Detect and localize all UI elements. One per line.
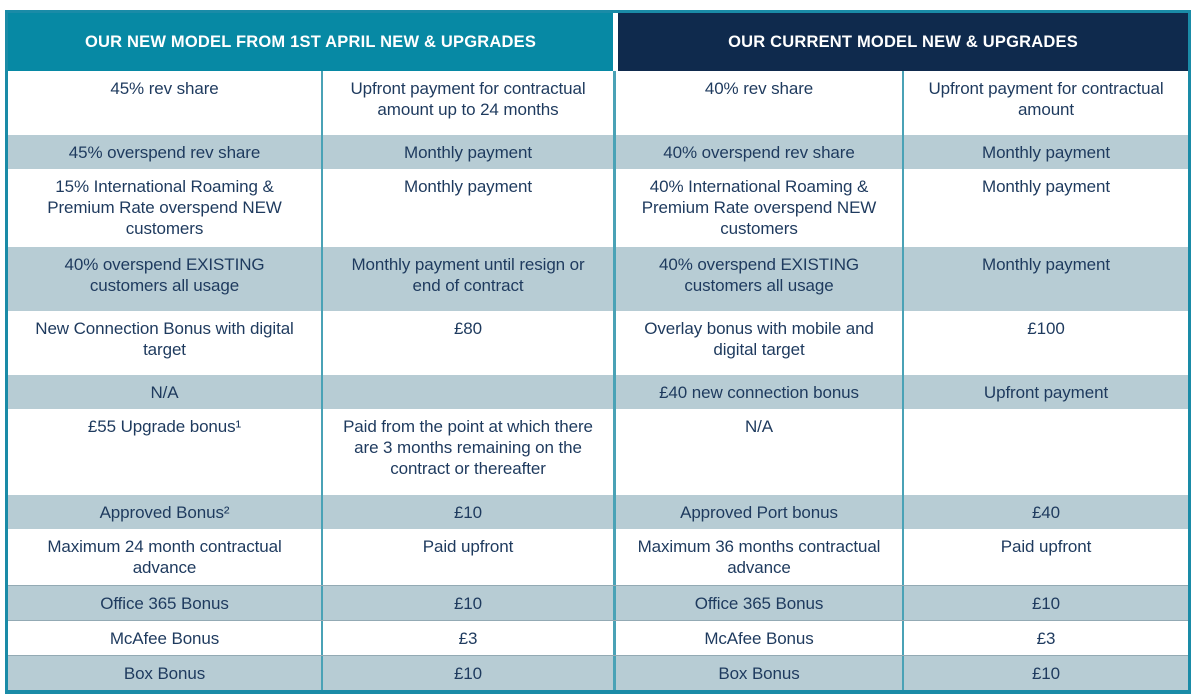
table-cell-current-model-payment: £3 bbox=[1036, 629, 1056, 648]
table-cell-new-model-payment: Upfront payment for contractual amount u… bbox=[323, 71, 616, 135]
table-cell-new-model-payment: Monthly payment bbox=[323, 169, 616, 247]
table-cell-current-model-payment: £40 bbox=[1031, 503, 1061, 522]
table-cell-current-model-payment: Monthly payment bbox=[982, 143, 1110, 162]
table-cell-new-model-item: Maximum 24 month contractual advance bbox=[8, 529, 323, 585]
table-cell-current-model-payment: Monthly payment bbox=[982, 177, 1110, 196]
table-cell-new-model-item: New Connection Bonus with digital target bbox=[8, 311, 323, 375]
table-row: 15% International Roaming & Premium Rate… bbox=[8, 169, 1188, 247]
table-row: 40% overspend EXISTING customers all usa… bbox=[8, 247, 1188, 311]
table-row: Approved Bonus² £10 Approved Port bonus … bbox=[8, 495, 1188, 529]
table-row: New Connection Bonus with digital target… bbox=[8, 311, 1188, 375]
table-cell-new-model-payment bbox=[323, 375, 616, 409]
table-cell-current-model-payment: £10 bbox=[1031, 594, 1061, 613]
table-cell-new-model-item: Office 365 Bonus bbox=[8, 586, 323, 620]
table-cell-current-model-payment: £100 bbox=[1027, 319, 1065, 338]
table-cell-current-model-item: £40 new connection bonus bbox=[616, 375, 904, 409]
table-cell-current-model-payment: £10 bbox=[1031, 664, 1061, 683]
table-cell-current-model-item: N/A bbox=[616, 409, 904, 495]
table-cell-current-model-item: 40% rev share bbox=[616, 71, 904, 135]
table-cell-new-model-payment: £80 bbox=[323, 311, 616, 375]
table-cell-current-model-payment: Monthly payment bbox=[982, 255, 1110, 274]
table-row: 45% overspend rev share Monthly payment … bbox=[8, 135, 1188, 169]
table-cell-current-model-item: 40% overspend rev share bbox=[616, 135, 904, 169]
table-cell-new-model-payment: £10 bbox=[323, 656, 616, 690]
table-cell-current-model-item: Overlay bonus with mobile and digital ta… bbox=[616, 311, 904, 375]
table-row: N/A £40 new connection bonus Upfront pay… bbox=[8, 375, 1188, 409]
table-body: 45% rev share Upfront payment for contra… bbox=[8, 71, 1188, 690]
table-cell-current-model-item: Maximum 36 months contractual advance bbox=[616, 529, 904, 585]
table-row: Office 365 Bonus £10 Office 365 Bonus £1… bbox=[8, 585, 1188, 620]
new-model-header: OUR NEW MODEL FROM 1ST APRIL NEW & UPGRA… bbox=[8, 13, 613, 71]
table-cell-new-model-payment: £10 bbox=[323, 495, 616, 529]
table-cell-current-model-item: 40% International Roaming & Premium Rate… bbox=[616, 169, 904, 247]
commission-comparison-table: OUR NEW MODEL FROM 1ST APRIL NEW & UPGRA… bbox=[5, 10, 1191, 694]
table-cell-new-model-item: 45% overspend rev share bbox=[8, 135, 323, 169]
table-cell-new-model-item: 45% rev share bbox=[8, 71, 323, 135]
table-cell-new-model-item: 15% International Roaming & Premium Rate… bbox=[8, 169, 323, 247]
table-row: 45% rev share Upfront payment for contra… bbox=[8, 71, 1188, 135]
table-cell-current-model-payment: Upfront payment for contractual amount bbox=[928, 79, 1164, 119]
table-cell-new-model-payment: Monthly payment until resign or end of c… bbox=[323, 247, 616, 311]
table-row: Maximum 24 month contractual advance Pai… bbox=[8, 529, 1188, 585]
current-model-header: OUR CURRENT MODEL NEW & UPGRADES bbox=[618, 13, 1188, 71]
table-cell-new-model-payment: Paid upfront bbox=[323, 529, 616, 585]
table-cell-current-model-payment: Upfront payment bbox=[983, 383, 1109, 402]
table-cell-current-model-item: 40% overspend EXISTING customers all usa… bbox=[616, 247, 904, 311]
table-row: Box Bonus £10 Box Bonus £10 bbox=[8, 655, 1188, 690]
table-cell-new-model-item: £55 Upgrade bonus¹ bbox=[8, 409, 323, 495]
table-cell-new-model-item: McAfee Bonus bbox=[8, 621, 323, 655]
table-cell-new-model-payment: Monthly payment bbox=[323, 135, 616, 169]
table-cell-current-model-item: Office 365 Bonus bbox=[616, 586, 904, 620]
table-header-row: OUR NEW MODEL FROM 1ST APRIL NEW & UPGRA… bbox=[8, 13, 1188, 71]
table-cell-new-model-item: 40% overspend EXISTING customers all usa… bbox=[8, 247, 323, 311]
table-cell-current-model-payment bbox=[904, 409, 1188, 495]
table-cell-current-model-item: McAfee Bonus bbox=[616, 621, 904, 655]
table-cell-current-model-payment: Paid upfront bbox=[1000, 537, 1092, 556]
table-cell-current-model-item: Approved Port bonus bbox=[616, 495, 904, 529]
table-cell-new-model-payment: £10 bbox=[323, 586, 616, 620]
table-cell-new-model-item: Box Bonus bbox=[8, 656, 323, 690]
table-row: McAfee Bonus £3 McAfee Bonus £3 bbox=[8, 620, 1188, 655]
table-row: £55 Upgrade bonus¹ Paid from the point a… bbox=[8, 409, 1188, 495]
table-cell-new-model-payment: Paid from the point at which there are 3… bbox=[323, 409, 616, 495]
table-cell-new-model-item: N/A bbox=[8, 375, 323, 409]
table-cell-new-model-item: Approved Bonus² bbox=[8, 495, 323, 529]
table-cell-current-model-item: Box Bonus bbox=[616, 656, 904, 690]
table-cell-new-model-payment: £3 bbox=[323, 621, 616, 655]
